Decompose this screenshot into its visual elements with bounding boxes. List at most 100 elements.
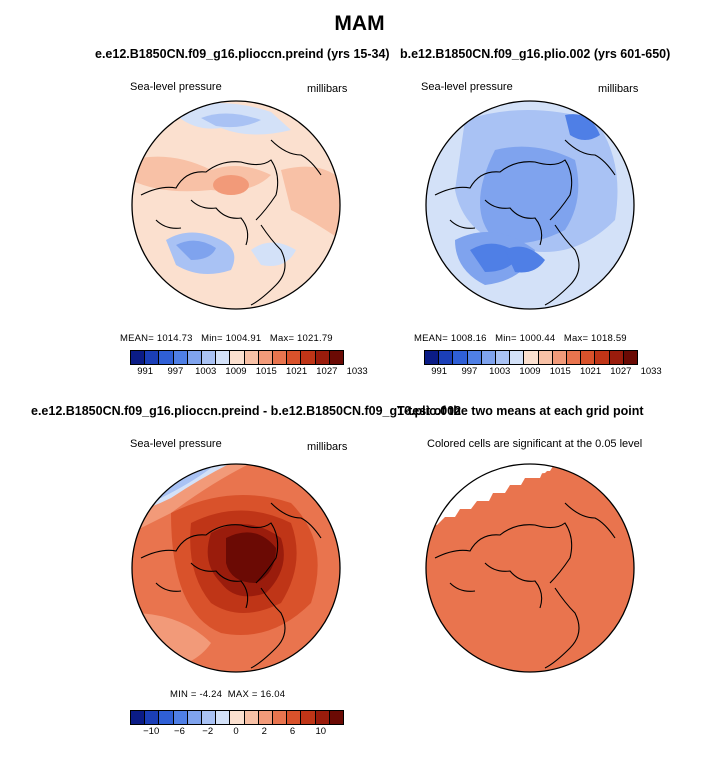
panel1-colorbar-swatch-2 (145, 351, 160, 364)
panel3-colorbar-tick-label: 2 (261, 726, 267, 737)
panel2-colorbar-swatch-8 (524, 351, 539, 364)
panel1-colorbar-swatch-6 (202, 351, 217, 364)
panel1-colorbar-swatch-15 (329, 351, 344, 364)
panel3-max-value: 16.04 (260, 689, 286, 700)
panel2-units-label: millibars (598, 83, 639, 95)
panel1-colorbar-swatch-7 (216, 351, 231, 364)
panel1-units-label: millibars (307, 83, 348, 95)
panel2-stats: MEAN= 1008.16 Min= 1000.44 Max= 1018.59 (414, 333, 627, 344)
panel2-title: b.e12.B1850CN.f09_g16.plio.002 (yrs 601-… (400, 47, 671, 61)
panel3-colorbar-swatch-12 (287, 711, 302, 724)
panel1-colorbar-ticks: 991 997 1003 1009 1015 1021 1027 1033 (130, 366, 368, 378)
panel3-colorbar-tick-label: −10 (143, 726, 160, 737)
panel2-colorbar-tick-label: 1021 (579, 366, 602, 377)
panel2-polar-map (425, 100, 635, 310)
panel1-stats: MEAN= 1014.73 Min= 1004.91 Max= 1021.79 (120, 333, 333, 344)
panel1-colorbar-tick-label: 1009 (225, 366, 247, 377)
panel1-colorbar-swatch-8 (230, 351, 245, 364)
panel3-title: e.e12.B1850CN.f09_g16.plioccn.preind - b… (31, 404, 462, 418)
panel1-max-label: Max= (269, 333, 295, 344)
panel2-colorbar-swatch-15 (623, 351, 638, 364)
panel2-colorbar-tick-label: 1027 (610, 366, 632, 377)
panel3-stats: MIN = -4.24 MAX = 16.04 (170, 689, 285, 700)
panel3-colorbar-tick-label: 6 (289, 726, 296, 737)
panel1-colorbar-tick-label: 1021 (285, 366, 308, 377)
panel2-colorbar-swatch-1 (425, 351, 440, 364)
panel1-colorbar-swatch-10 (258, 351, 274, 364)
panel3-colorbar-swatch-11 (273, 711, 288, 724)
panel1-min-value: 1004.91 (225, 333, 262, 344)
panel3-units-label: millibars (307, 441, 348, 453)
panel3-colorbar-swatch-15 (329, 711, 344, 724)
panel1-colorbar-swatch-13 (301, 351, 316, 364)
panel1-colorbar-tick-label: 991 (137, 366, 154, 377)
panel3-min-value: -4.24 (199, 689, 223, 700)
panel3-colorbar-swatch-8 (230, 711, 245, 724)
panel1-colorbar-swatch-5 (187, 351, 203, 364)
panel1-colorbar-swatch-9 (244, 351, 259, 364)
panel1-colorbar-swatch-14 (315, 351, 330, 364)
panel2-min-label: Min= (495, 333, 517, 344)
panel2-colorbar-tick-label: 991 (431, 366, 448, 377)
panel3-colorbar-swatch-3 (159, 711, 174, 724)
panel2-colorbar-swatch-5 (481, 351, 497, 364)
panel2-max-label: Max= (563, 333, 589, 344)
panel2-min-value: 1000.44 (519, 333, 556, 344)
panel1-max-value: 1021.79 (297, 333, 333, 344)
panel3-colorbar (130, 710, 344, 725)
panel1-variable-label: Sea-level pressure (130, 81, 222, 93)
panel1-colorbar-tick-label: 1003 (195, 366, 217, 377)
panel1-colorbar-swatch-11 (273, 351, 288, 364)
panel1-mean-value: 1014.73 (156, 333, 193, 344)
panel4-significance-note: Colored cells are significant at the 0.0… (427, 438, 643, 450)
panel2-colorbar-swatch-12 (581, 351, 596, 364)
panel2-colorbar-tick-label: 997 (461, 366, 478, 377)
panel1-colorbar-swatch-4 (173, 351, 188, 364)
panel1-colorbar (130, 350, 344, 365)
panel1-colorbar-tick-label: 997 (167, 366, 184, 377)
panel2-colorbar-tick-label: 1009 (519, 366, 541, 377)
panel3-colorbar-swatch-7 (216, 711, 231, 724)
panel2-colorbar-tick-label: 1015 (549, 366, 571, 377)
panel2-colorbar-swatch-13 (595, 351, 610, 364)
panel4-polar-map (425, 463, 635, 673)
panel3-polar-map (131, 463, 341, 673)
panel1-colorbar-swatch-1 (131, 351, 146, 364)
panel3-colorbar-swatch-9 (244, 711, 259, 724)
panel3-colorbar-swatch-10 (258, 711, 274, 724)
panel2-colorbar-swatch-4 (467, 351, 482, 364)
panel2-colorbar-swatch-14 (609, 351, 624, 364)
panel3-variable-label: Sea-level pressure (130, 438, 222, 450)
panel1-colorbar-swatch-3 (159, 351, 174, 364)
panel2-colorbar-swatch-11 (567, 351, 582, 364)
panel1-title: e.e12.B1850CN.f09_g16.plioccn.preind (yr… (95, 47, 390, 61)
panel3-colorbar-swatch-4 (173, 711, 188, 724)
panel3-colorbar-swatch-13 (301, 711, 316, 724)
panel1-colorbar-tick-label: 1033 (346, 366, 368, 377)
panel1-colorbar-tick-label: 1027 (316, 366, 338, 377)
panel3-colorbar-swatch-14 (315, 711, 330, 724)
panel2-max-value: 1018.59 (591, 333, 627, 344)
panel2-mean-value: 1008.16 (450, 333, 487, 344)
panel2-colorbar-swatch-2 (439, 351, 454, 364)
panel3-max-label: MAX = (227, 689, 258, 700)
panel2-colorbar-swatch-10 (552, 351, 568, 364)
panel3-colorbar-ticks: −10 −6 −2 0 2 6 10 (130, 726, 342, 738)
panel3-colorbar-tick-label: 10 (315, 726, 327, 737)
panel3-colorbar-swatch-5 (187, 711, 203, 724)
panel1-polar-map (131, 100, 341, 310)
panel2-colorbar (424, 350, 638, 365)
panel2-colorbar-swatch-9 (538, 351, 553, 364)
panel1-colorbar-swatch-12 (287, 351, 302, 364)
panel1-mean-label: MEAN= (120, 333, 154, 344)
panel2-colorbar-tick-label: 1003 (489, 366, 511, 377)
panel2-colorbar-ticks: 991 997 1003 1009 1015 1021 1027 1033 (424, 366, 662, 378)
panel3-colorbar-swatch-2 (145, 711, 160, 724)
panel3-colorbar-swatch-1 (131, 711, 146, 724)
figure-title: MAM (334, 12, 385, 35)
panel3-colorbar-swatch-6 (202, 711, 217, 724)
panel3-min-label: MIN = (170, 689, 197, 700)
panel3-colorbar-tick-label: −2 (202, 726, 214, 737)
panel1-min-label: Min= (201, 333, 223, 344)
panel2-colorbar-swatch-3 (453, 351, 468, 364)
